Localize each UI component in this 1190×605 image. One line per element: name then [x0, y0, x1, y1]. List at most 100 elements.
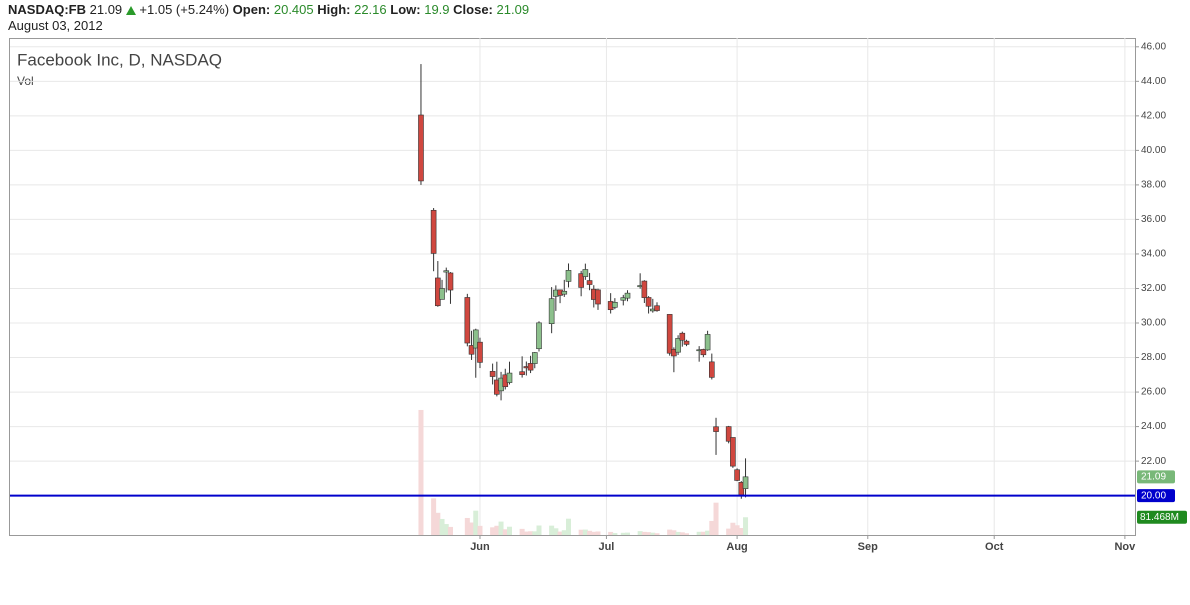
candle-body [531, 352, 538, 364]
field-label: Open: [232, 2, 271, 17]
candle-body [468, 345, 475, 355]
candle-body [489, 371, 496, 377]
volume-tag: 81.468M [1140, 512, 1179, 523]
volume-bar [654, 533, 660, 535]
volume-bar [679, 532, 685, 535]
candle-body [595, 289, 601, 305]
candle-body [666, 314, 673, 354]
volume-bar [532, 531, 538, 535]
volume-bar [595, 531, 601, 535]
volume-bar [536, 525, 542, 535]
volume-bar [523, 531, 529, 535]
y-tick-label: 38.00 [1141, 180, 1166, 191]
symbol: NASDAQ:FB [8, 2, 86, 17]
candle-body [548, 298, 555, 325]
volume-bar [591, 531, 597, 535]
candle-body [439, 288, 445, 300]
up-arrow [125, 6, 136, 15]
candle-body [742, 476, 749, 489]
candle-body [578, 273, 584, 288]
volume-bar [469, 522, 475, 535]
candle-body [561, 290, 568, 295]
last-price-tag-box [1137, 470, 1175, 484]
volume-bar [578, 529, 584, 535]
candle-body [679, 332, 686, 341]
candle-body [734, 469, 740, 481]
volume-bar [435, 512, 441, 535]
y-tick-label: 30.00 [1141, 318, 1166, 329]
candle-body [624, 292, 631, 299]
x-tick-label: Jun [470, 541, 490, 553]
volume-bar [608, 531, 614, 535]
volume-bar [477, 525, 483, 535]
field-value: 20.405 [273, 2, 314, 17]
volume-bar [439, 518, 445, 535]
x-tick-label: Sep [858, 541, 878, 553]
volume-bar [561, 530, 567, 535]
x-tick-label: Aug [726, 541, 747, 553]
price-line-tag-box [1137, 489, 1175, 503]
candle-body [447, 272, 454, 291]
candle-body [612, 301, 618, 308]
field-value: 21.09 [496, 2, 530, 17]
candle-body [582, 269, 589, 277]
volume-bar [565, 518, 571, 535]
candle-body [700, 349, 707, 356]
candle-body [709, 361, 715, 378]
change: +1.05 (+5.24%) [139, 2, 230, 17]
volume-bar [709, 520, 715, 535]
volume-bar [557, 531, 563, 535]
volume-bar [726, 528, 732, 535]
y-tick-label: 34.00 [1141, 249, 1166, 260]
candle-body [506, 372, 513, 383]
candle-body [725, 426, 732, 442]
volume-tag-box [1137, 510, 1187, 524]
candle-body [477, 341, 483, 363]
y-tick-label: 36.00 [1141, 214, 1166, 225]
candle-body [645, 297, 652, 307]
volume-bar [494, 525, 500, 535]
volume-bar [650, 532, 656, 535]
field-label: Low: [390, 2, 421, 17]
candle-body [519, 371, 525, 375]
ohlc-fields: Open: 20.405 High: 22.16 Low: 19.9 Close… [233, 2, 529, 17]
candle-body [418, 114, 424, 182]
volume-bar [641, 531, 647, 535]
candle-body [730, 437, 736, 467]
candle-body [704, 334, 711, 351]
last-price: 21.09 [89, 2, 123, 17]
volume-bar [464, 517, 470, 535]
volume-bar [502, 529, 508, 535]
y-tick-label: 44.00 [1141, 76, 1166, 87]
y-tick-label: 28.00 [1141, 352, 1166, 363]
y-tick-label: 22.00 [1141, 456, 1166, 467]
candle-body [430, 209, 437, 254]
volume-bar [612, 533, 618, 535]
y-tick-label: 42.00 [1141, 110, 1166, 121]
field-label: High: [317, 2, 351, 17]
quote-line: NASDAQ:FB 21.09 +1.05 (+5.24%) Open: 20.… [8, 2, 529, 18]
candle-body [565, 270, 572, 282]
volume-bar [637, 531, 643, 535]
volume-bar [519, 528, 525, 535]
y-tick-label: 32.00 [1141, 283, 1166, 294]
volume-bar [620, 532, 626, 535]
volume-bar [700, 531, 706, 535]
volume-bar [443, 524, 449, 535]
volume-bar [498, 521, 504, 535]
header: NASDAQ:FB 21.09 +1.05 (+5.24%) Open: 20.… [8, 2, 529, 34]
x-tick-label: Jul [598, 541, 614, 553]
volume-bar [447, 526, 453, 535]
y-tick-label: 26.00 [1141, 387, 1166, 398]
volume-bar [490, 527, 496, 535]
volume-bar [713, 502, 719, 535]
candle-body [472, 329, 479, 349]
volume-bar [418, 409, 424, 535]
candle-body [654, 305, 660, 311]
volume-bar [506, 526, 512, 535]
candle-body [713, 426, 719, 432]
field-value: 22.16 [354, 2, 387, 17]
volume-bar [553, 528, 559, 535]
price-line-tag: 20.00 [1141, 490, 1166, 501]
